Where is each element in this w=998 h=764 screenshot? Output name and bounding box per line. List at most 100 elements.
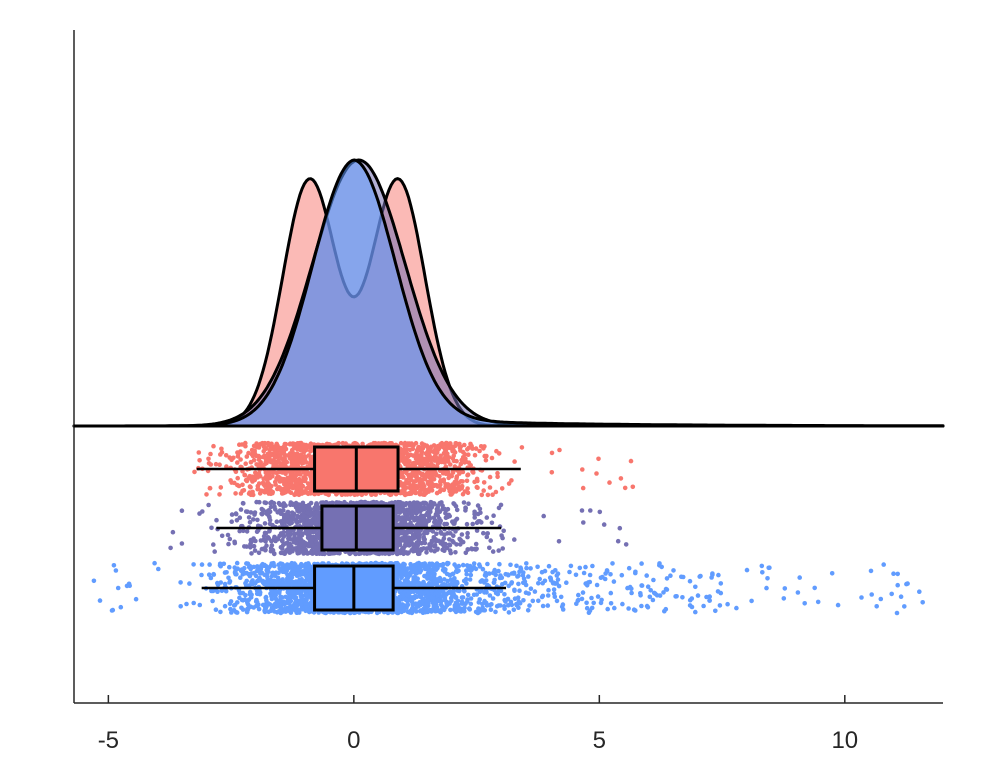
rain-point bbox=[713, 608, 718, 614]
rain-point bbox=[305, 535, 311, 540]
rain-point bbox=[229, 457, 234, 463]
rain-point bbox=[303, 503, 308, 509]
rain-point bbox=[296, 457, 301, 462]
rain-point bbox=[244, 529, 250, 534]
rain-point bbox=[479, 492, 485, 498]
rain-point bbox=[206, 456, 211, 462]
rain-point bbox=[408, 486, 414, 491]
rain-point bbox=[191, 600, 196, 606]
rain-point bbox=[398, 440, 404, 446]
rain-point bbox=[206, 502, 211, 508]
rain-point bbox=[462, 460, 468, 465]
rain-point bbox=[417, 483, 423, 489]
rain-point bbox=[218, 485, 224, 490]
rain-point bbox=[402, 538, 407, 543]
rain-point bbox=[501, 528, 507, 534]
rain-point bbox=[240, 482, 245, 488]
rain-point bbox=[484, 515, 490, 520]
rain-point bbox=[472, 515, 478, 520]
rain-point bbox=[422, 506, 428, 512]
rain-point bbox=[295, 531, 300, 536]
rain-point bbox=[622, 485, 628, 491]
rain-point bbox=[211, 443, 216, 449]
rain-point bbox=[448, 441, 453, 447]
rain-point bbox=[254, 529, 260, 534]
rain-point bbox=[487, 485, 493, 490]
rain-point bbox=[465, 547, 471, 552]
rain-point bbox=[424, 452, 430, 458]
rain-point bbox=[399, 530, 405, 536]
rain-point bbox=[313, 538, 319, 544]
rain-point bbox=[472, 452, 478, 458]
rain-point bbox=[306, 471, 311, 477]
rain-point bbox=[250, 489, 255, 495]
rain-point bbox=[343, 492, 348, 497]
rain-point bbox=[343, 441, 349, 446]
rain-point bbox=[458, 542, 463, 547]
rain-point bbox=[473, 541, 479, 547]
rain-point bbox=[453, 504, 459, 509]
rain-point bbox=[247, 589, 253, 595]
rain-point bbox=[168, 545, 173, 551]
rain-point bbox=[472, 546, 478, 552]
rain-point bbox=[416, 519, 421, 524]
rain-point bbox=[244, 478, 250, 484]
rain-point bbox=[431, 538, 437, 543]
rain-point bbox=[401, 457, 407, 462]
rain-point bbox=[314, 501, 319, 506]
rain-point bbox=[549, 450, 555, 456]
rain-point bbox=[277, 478, 283, 484]
rain-point bbox=[601, 522, 607, 527]
rain-point bbox=[512, 459, 517, 464]
rain-point bbox=[487, 545, 492, 551]
rain-point bbox=[448, 550, 454, 556]
rain-point bbox=[197, 602, 203, 608]
rain-point bbox=[465, 472, 470, 478]
rain-point bbox=[196, 450, 202, 455]
rain-point bbox=[537, 576, 542, 582]
rain-point bbox=[277, 533, 282, 539]
rain-point bbox=[408, 452, 413, 458]
rain-point bbox=[453, 550, 458, 555]
rain-point bbox=[209, 525, 214, 531]
rain-point bbox=[279, 450, 284, 456]
rain-point bbox=[493, 489, 499, 495]
rain-point bbox=[435, 443, 441, 449]
rain-point bbox=[441, 536, 447, 541]
rain-point bbox=[662, 608, 667, 614]
rain-point bbox=[288, 483, 294, 489]
rain-point bbox=[255, 517, 260, 523]
rain-point bbox=[320, 500, 326, 505]
density-cloud-3 bbox=[72, 158, 945, 428]
rain-point bbox=[273, 507, 278, 512]
rain-point bbox=[235, 475, 240, 481]
rain-point bbox=[241, 501, 246, 506]
rain-point bbox=[273, 449, 278, 455]
rain-point bbox=[263, 500, 269, 506]
rain-point bbox=[579, 508, 585, 513]
rain-point bbox=[261, 534, 267, 539]
rain-point bbox=[556, 539, 562, 544]
rain-point bbox=[309, 538, 315, 543]
rain-point bbox=[453, 443, 458, 449]
rain-point bbox=[610, 561, 615, 566]
rain-point bbox=[312, 516, 318, 521]
rain-point bbox=[498, 502, 504, 508]
rain-point bbox=[257, 499, 262, 505]
rain-point bbox=[429, 461, 434, 467]
rain-point bbox=[423, 490, 429, 496]
rain-point bbox=[282, 551, 288, 556]
rain-point bbox=[301, 513, 307, 519]
rain-point bbox=[425, 470, 430, 476]
rain-point bbox=[459, 532, 465, 537]
rain-point bbox=[698, 573, 703, 579]
rain-point bbox=[417, 489, 423, 495]
rain-point bbox=[369, 492, 374, 498]
rain-point bbox=[283, 441, 289, 447]
rain-point bbox=[252, 449, 257, 455]
rain-point bbox=[268, 453, 274, 458]
rain-point bbox=[487, 474, 493, 480]
rain-point bbox=[695, 593, 701, 598]
rain-point bbox=[615, 538, 621, 544]
rain-point bbox=[404, 550, 409, 555]
